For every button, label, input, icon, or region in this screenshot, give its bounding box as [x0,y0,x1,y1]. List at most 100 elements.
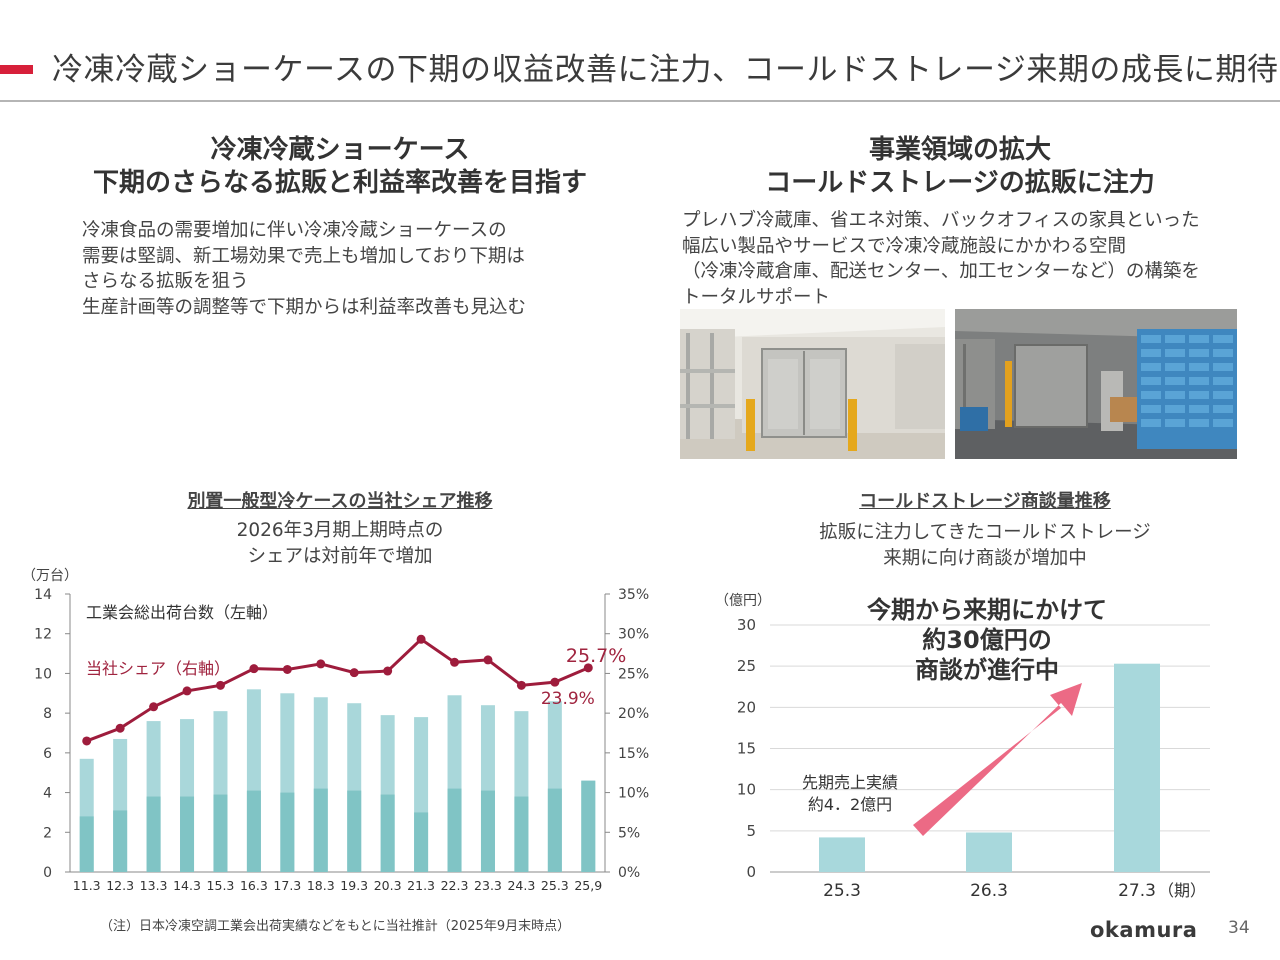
company-shipments-bar [347,790,362,872]
x-axis-unit: （期） [1158,881,1206,900]
company-shipments-bar [113,810,128,872]
company-shipments-bar [313,788,328,872]
share-point [516,680,526,690]
x-axis-tick-label: 14.3 [173,878,201,893]
y-axis-tick-label: 0 [746,863,756,881]
storage-subtitle-line2: 来期に向け商談が増加中 [883,548,1087,569]
x-axis-tick-label: 25.3 [541,878,569,893]
left-body-line: 生産計画等の調整等で下期からは利益率改善も見込む [82,296,527,318]
share-point [215,680,225,690]
right-body-line: （冷凍冷蔵倉庫、配送センター、加工センターなど）の構築を [682,261,1200,282]
company-shipments-bar [480,790,495,872]
share-point [550,677,560,687]
right-body-line: トータルサポート [682,286,831,308]
prior-sales-label: 先期売上実績 [802,773,898,792]
right-axis-tick-label: 35% [618,587,649,603]
left-heading-line2: 下期のさらなる拡販と利益率改善を目指す [92,168,587,198]
title-accent-bar [0,65,33,74]
right-section-body: プレハブ冷蔵庫、省エネ対策、バックオフィスの家具といった 幅広い製品やサービスで… [682,208,1200,310]
share-point [583,663,593,673]
x-axis-tick-label: 22.3 [441,878,469,893]
share-point [450,657,460,667]
share-prior-label: 23.9% [541,689,595,709]
callout-line: 今期から来期にかけて [867,596,1107,624]
right-heading-line2: コールドストレージの拡販に注力 [765,168,1155,198]
left-axis-tick-label: 12 [34,627,52,643]
share-point [416,634,426,644]
x-axis-tick-label: 18.3 [307,878,335,893]
share-chart-title: 別置一般型冷ケースの当社シェア推移 [187,491,493,512]
share-point [249,664,259,674]
company-shipments-bar [246,790,261,872]
x-axis-tick-label: 12.3 [106,878,134,893]
page-number: 34 [1228,918,1250,938]
x-axis-tick-label: 15.3 [207,878,235,893]
deal-volume-bar [1114,663,1160,872]
y-axis-tick-label: 5 [746,822,756,840]
deal-volume-bar [819,837,865,872]
storage-subtitle-line1: 拡販に注力してきたコールドストレージ [819,522,1151,543]
share-point [82,736,92,746]
right-axis-tick-label: 5% [618,825,640,841]
left-axis-tick-label: 10 [34,666,52,682]
right-heading-line1: 事業領域の拡大 [868,135,1051,165]
left-axis-tick-label: 2 [43,825,52,841]
title-divider [0,100,1280,102]
left-body-line: 需要は堅調、新工場効果で売上も増加しており下期は [82,245,525,267]
storage-chart-subtitle: 拡販に注力してきたコールドストレージ 来期に向け商談が増加中 [690,520,1280,572]
left-section-heading: 冷凍冷蔵ショーケース 下期のさらなる拡販と利益率改善を目指す [40,134,640,200]
storage-bar-chart: （億円） 0 5 10 15 20 25 30 25.3 26.3 27.3 （期） 今期から来期にかけ… [715,593,1210,901]
company-shipments-bar [514,796,529,872]
share-point [282,664,292,674]
share-point [316,659,326,669]
share-point [349,668,359,678]
legend-company-share: 当社シェア（右軸） [86,659,230,678]
x-axis-tick-label: 25,9 [574,878,602,893]
company-shipments-bar [380,794,395,872]
okamura-logo: okamura [1090,918,1198,942]
right-axis-tick-label: 10% [618,786,649,802]
left-section-body: 冷凍食品の需要増加に伴い冷凍冷蔵ショーケースの 需要は堅調、新工場効果で売上も増… [82,218,526,320]
right-axis-tick-label: 25% [618,666,649,682]
y-axis-tick-label: 30 [737,616,756,634]
right-axis-tick-label: 0% [618,865,640,881]
right-axis-tick-label: 15% [618,746,649,762]
x-axis-tick-label: 20.3 [374,878,402,893]
company-shipments-bar [213,794,228,872]
company-shipments-bar [447,788,462,872]
callout-line: 商談が進行中 [915,656,1059,684]
right-section-heading: 事業領域の拡大 コールドストレージの拡販に注力 [660,134,1260,200]
share-point [115,723,125,733]
x-axis-tick-label: 23.3 [474,878,502,893]
deal-volume-bar [966,832,1012,872]
x-axis-tick-label: 25.3 [823,881,861,901]
share-line [86,637,589,743]
growth-arrow [913,683,1082,836]
x-axis-tick-label: 16.3 [240,878,268,893]
left-axis-tick-label: 4 [43,786,52,802]
x-axis-tick-label: 17.3 [273,878,301,893]
right-body-line: プレハブ冷蔵庫、省エネ対策、バックオフィスの家具といった [682,210,1200,231]
left-body-line: さらなる拡販を狙う [82,271,249,292]
right-body-line: 幅広い製品やサービスで冷凍冷蔵施設にかかわる空間 [682,235,1127,257]
y-axis-unit: （億円） [715,593,771,609]
storage-chart-title: コールドストレージ商談量推移 [859,491,1111,512]
share-combo-chart: （万台） 0 2 4 6 8 10 12 14 0% 5% 10% 15% 20% 25% 30% 35% 11.… [22,568,649,893]
y-axis-tick-label: 20 [737,698,756,716]
right-axis-tick-label: 20% [618,706,649,722]
cold-storage-photo-1 [680,309,945,459]
y-axis-tick-label: 15 [737,740,756,758]
share-point [149,702,159,712]
share-subtitle-line2: シェアは対前年で増加 [247,546,433,567]
legend-total-shipments: 工業会総出荷台数（左軸） [86,603,278,622]
x-axis-tick-label: 27.3 [1118,881,1156,901]
left-body-line: 冷凍食品の需要増加に伴い冷凍冷蔵ショーケースの [82,220,507,241]
x-axis-tick-label: 11.3 [73,878,101,893]
company-shipments-bar [79,816,94,872]
share-point [182,686,192,696]
company-shipments-bar [146,796,161,872]
cold-storage-photo-2 [955,309,1237,459]
y-axis-tick-label: 10 [737,781,756,799]
company-shipments-bar [180,796,195,872]
left-axis-unit: （万台） [22,568,78,584]
